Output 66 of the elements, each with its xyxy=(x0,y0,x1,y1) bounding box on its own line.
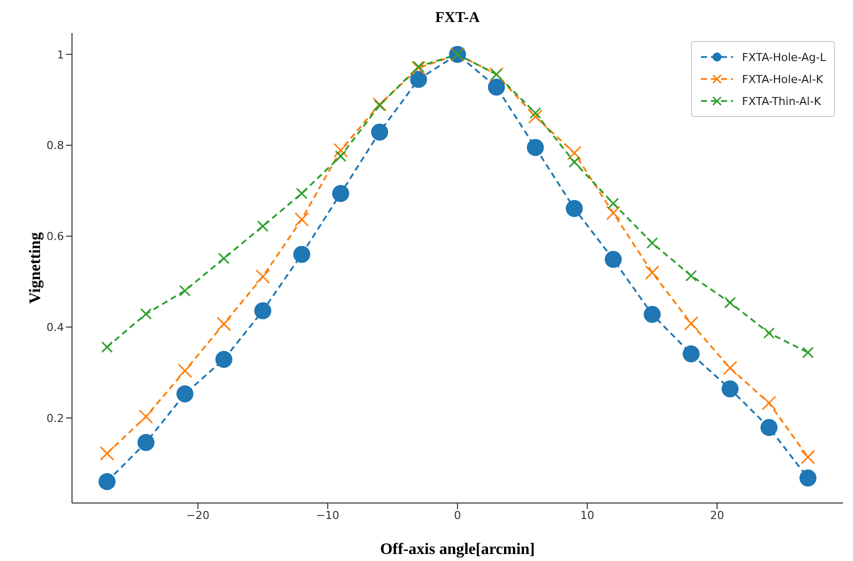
point xyxy=(100,446,114,461)
point xyxy=(722,380,739,398)
y-axis-title: Vignetting xyxy=(27,232,45,304)
point xyxy=(411,60,426,76)
point xyxy=(682,345,700,362)
point xyxy=(608,198,620,210)
y-tick-label: 0.2 xyxy=(46,412,64,425)
point xyxy=(646,237,658,249)
point xyxy=(567,146,582,160)
point xyxy=(178,363,192,378)
point xyxy=(802,346,814,358)
point xyxy=(294,212,309,227)
point xyxy=(137,434,154,452)
point xyxy=(332,184,350,202)
point xyxy=(762,396,776,410)
point xyxy=(724,296,736,308)
y-tick-label: 0.8 xyxy=(46,139,64,152)
point xyxy=(256,269,270,284)
point xyxy=(216,316,232,332)
point xyxy=(412,60,424,72)
point xyxy=(799,470,816,486)
point xyxy=(488,78,505,96)
point xyxy=(526,139,544,156)
point xyxy=(528,109,543,124)
point xyxy=(604,250,622,268)
point xyxy=(763,327,775,339)
point xyxy=(760,419,778,436)
legend-label: FXTA-Hole-Al-K xyxy=(742,72,824,86)
point xyxy=(566,200,583,217)
point xyxy=(296,188,308,200)
x-tick-label: −10 xyxy=(316,508,340,522)
point xyxy=(371,124,388,141)
x-tick-label: 10 xyxy=(580,508,594,522)
point xyxy=(606,206,621,220)
point xyxy=(722,360,738,376)
point xyxy=(218,252,230,264)
point xyxy=(215,350,232,368)
point xyxy=(334,150,346,162)
point xyxy=(257,220,269,232)
point xyxy=(410,70,428,88)
y-tick-label: 1 xyxy=(57,48,64,62)
point xyxy=(568,156,580,168)
point xyxy=(254,302,272,320)
point xyxy=(98,473,116,490)
y-tick-label: 0.6 xyxy=(46,230,64,244)
x-tick-label: 0 xyxy=(454,508,461,522)
point xyxy=(176,385,194,402)
legend-label: FXTA-Thin-Al-K xyxy=(742,94,822,108)
y-tick-label: 0.4 xyxy=(46,320,64,334)
point xyxy=(138,409,154,424)
x-axis-title: Off-axis angle[arcmin] xyxy=(379,541,536,559)
point xyxy=(530,107,542,119)
point xyxy=(685,270,697,282)
point xyxy=(333,143,348,158)
point xyxy=(140,308,152,320)
point xyxy=(684,316,698,331)
legend-label: FXTA-Hole-Ag-L xyxy=(742,50,826,64)
x-tick-label: −20 xyxy=(186,508,210,522)
chart-title: FXT-A xyxy=(434,10,481,27)
point xyxy=(293,246,310,263)
point xyxy=(179,284,191,296)
point xyxy=(800,450,816,464)
x-tick-label: 20 xyxy=(710,508,724,522)
point xyxy=(101,341,113,353)
point xyxy=(644,265,660,280)
point xyxy=(644,306,661,323)
